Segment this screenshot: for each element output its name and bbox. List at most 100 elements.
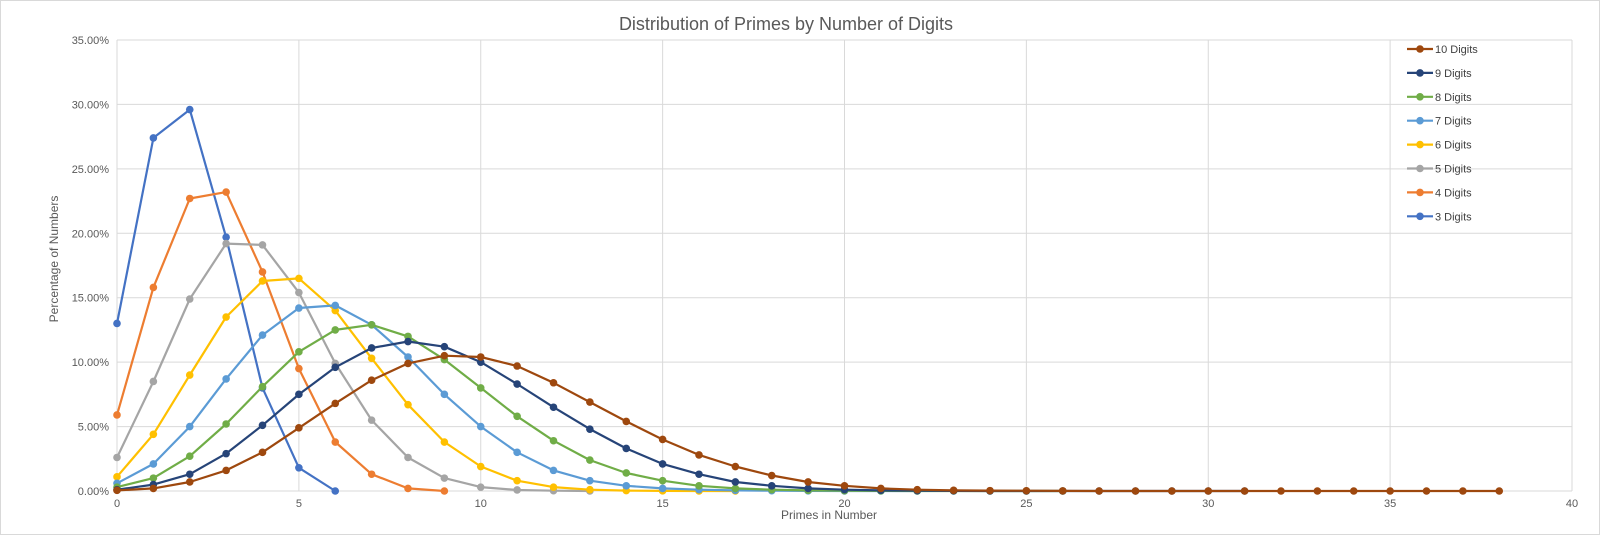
data-point-5-digits [513, 486, 521, 494]
data-point-10-digits [440, 351, 449, 360]
data-point-6-digits [440, 438, 449, 446]
data-point-10-digits [185, 478, 194, 486]
data-point-10-digits [1495, 487, 1504, 495]
data-point-9-digits [258, 421, 267, 430]
data-point-7-digits [222, 375, 230, 383]
legend-item-10-digits: 10 Digits [1407, 44, 1478, 56]
data-point-10-digits [476, 353, 485, 361]
data-point-7-digits [295, 304, 303, 312]
data-point-10-digits [1131, 487, 1140, 495]
data-point-10-digits [695, 451, 703, 459]
data-point-10-digits [949, 486, 958, 495]
data-point-7-digits [185, 422, 194, 431]
data-point-10-digits [1204, 487, 1213, 495]
legend-label: 4 Digits [1435, 187, 1472, 199]
data-point-9-digits [295, 390, 303, 399]
data-point-8-digits [695, 482, 703, 490]
data-point-10-digits [1168, 487, 1176, 495]
series-10-digits [113, 351, 1504, 495]
data-point-5-digits [367, 416, 376, 424]
data-point-10-digits [1095, 487, 1103, 495]
legend-swatch-marker [1416, 164, 1424, 173]
series-line-8-digits [116, 323, 1063, 493]
y-tick-label: 25.00% [72, 164, 110, 176]
data-point-8-digits [476, 384, 485, 392]
data-point-5-digits [476, 483, 485, 491]
legend-item-6-digits: 6 Digits [1407, 140, 1472, 152]
legend-swatch-marker [1416, 212, 1424, 221]
data-point-4-digits [185, 194, 194, 203]
data-point-10-digits [586, 398, 594, 406]
data-point-10-digits [986, 486, 994, 495]
y-tick-label: 15.00% [72, 293, 110, 305]
data-point-4-digits [113, 411, 121, 419]
data-point-8-digits [622, 469, 631, 477]
data-point-10-digits [513, 362, 521, 370]
legend-swatch-marker [1416, 140, 1424, 149]
data-point-6-digits [185, 371, 194, 379]
data-point-6-digits [549, 483, 558, 491]
grid [116, 39, 1573, 492]
series-3-digits [113, 105, 340, 495]
data-point-7-digits [622, 482, 631, 490]
data-point-7-digits [440, 390, 449, 399]
data-point-9-digits [622, 444, 631, 453]
data-point-6-digits [149, 430, 158, 439]
data-point-10-digits [840, 482, 849, 490]
y-tick-label: 10.00% [72, 357, 110, 369]
data-point-3-digits [295, 464, 303, 472]
data-point-6-digits [295, 274, 303, 283]
data-point-7-digits [404, 353, 412, 361]
data-point-8-digits [295, 348, 303, 356]
data-point-10-digits [331, 399, 340, 408]
series-layer [113, 105, 1504, 495]
legend-swatch-marker [1416, 69, 1424, 77]
data-point-8-digits [331, 326, 340, 334]
data-point-4-digits [149, 283, 158, 292]
data-point-10-digits [877, 484, 885, 493]
data-point-10-digits [767, 471, 776, 480]
legend-item-5-digits: 5 Digits [1407, 164, 1472, 176]
legend-item-8-digits: 8 Digits [1407, 92, 1472, 104]
data-point-7-digits [258, 331, 267, 339]
data-point-5-digits [295, 288, 303, 297]
legend: 10 Digits 9 Digits 8 Digits 7 Digits 6 Digit… [1407, 44, 1478, 223]
series-6-digits [113, 274, 740, 495]
data-point-10-digits [549, 378, 558, 387]
data-point-10-digits [1022, 486, 1031, 495]
data-point-6-digits [476, 462, 485, 471]
data-point-10-digits [1422, 487, 1431, 495]
data-point-3-digits [185, 105, 194, 114]
data-point-9-digits [440, 342, 449, 351]
data-point-10-digits [1313, 487, 1322, 495]
data-point-10-digits [1277, 487, 1285, 495]
data-point-4-digits [258, 268, 267, 276]
data-point-4-digits [440, 487, 449, 495]
x-tick-label: 10 [475, 498, 487, 510]
data-point-7-digits [513, 448, 521, 457]
data-point-8-digits [586, 456, 594, 464]
data-point-5-digits [185, 295, 194, 303]
data-point-10-digits [913, 485, 922, 494]
data-point-10-digits [367, 376, 376, 384]
data-point-6-digits [404, 400, 412, 409]
legend-label: 6 Digits [1435, 140, 1472, 152]
data-point-10-digits [222, 466, 230, 475]
legend-item-9-digits: 9 Digits [1407, 68, 1472, 80]
data-point-9-digits [586, 425, 594, 433]
x-tick-label: 35 [1384, 498, 1396, 510]
data-point-7-digits [476, 422, 485, 431]
data-point-10-digits [1386, 487, 1394, 495]
data-point-8-digits [149, 474, 158, 482]
series-8-digits [113, 320, 1067, 495]
legend-item-4-digits: 4 Digits [1407, 187, 1472, 199]
legend-label: 3 Digits [1435, 211, 1472, 223]
data-point-10-digits [804, 478, 812, 486]
data-point-8-digits [185, 452, 194, 461]
data-point-5-digits [404, 453, 412, 462]
data-point-10-digits [113, 486, 121, 495]
data-point-6-digits [513, 476, 521, 485]
data-point-3-digits [113, 319, 121, 328]
data-point-8-digits [731, 484, 740, 493]
